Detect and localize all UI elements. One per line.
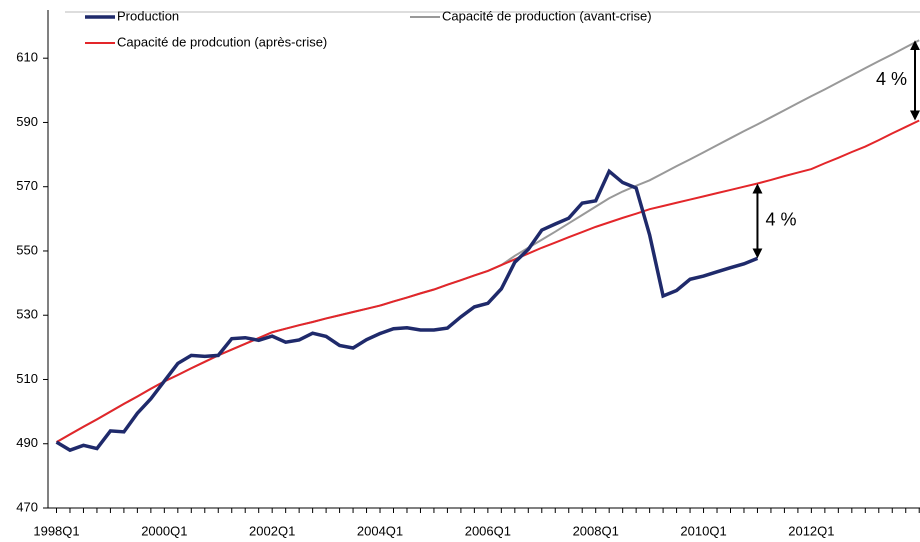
y-tick-label: 490 [16,435,38,450]
legend-label: Capacité de prodcution (après-crise) [117,34,327,49]
x-tick-label: 1998Q1 [33,523,79,538]
legend-label: Production [117,8,179,23]
y-tick-label: 550 [16,242,38,257]
x-tick-label: 2010Q1 [680,523,726,538]
annotation: 4 % [876,69,907,89]
y-tick-label: 530 [16,307,38,322]
y-tick-label: 510 [16,371,38,386]
x-tick-label: 2000Q1 [141,523,187,538]
x-tick-label: 2008Q1 [573,523,619,538]
legend-label: Capacité de production (avant-crise) [442,8,652,23]
y-tick-label: 570 [16,178,38,193]
annotation: 4 % [765,210,796,230]
series-line [56,39,920,444]
x-tick-label: 2006Q1 [465,523,511,538]
y-tick-label: 590 [16,114,38,129]
series-line [56,119,920,444]
x-tick-label: 2002Q1 [249,523,295,538]
series-line [55,168,759,453]
x-tick-label: 2012Q1 [788,523,834,538]
x-tick-label: 2004Q1 [357,523,403,538]
y-tick-label: 470 [16,499,38,514]
y-tick-label: 610 [16,50,38,65]
